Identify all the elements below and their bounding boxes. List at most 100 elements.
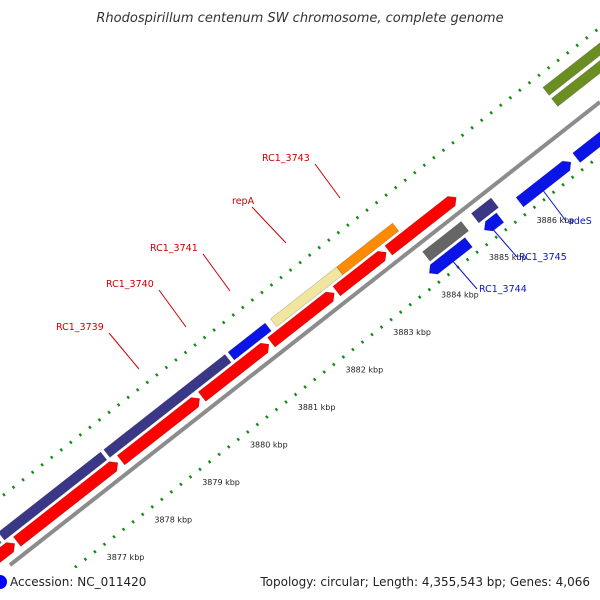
inner-tick [513, 220, 518, 225]
gene-feature[interactable] [336, 222, 400, 276]
inner-tick [293, 392, 298, 397]
inner-tick [303, 385, 307, 389]
tick-label: 3885 kbp [489, 253, 527, 262]
gene-feature[interactable] [470, 197, 499, 224]
accession-dot [0, 575, 7, 589]
gene-label-ades[interactable]: adeS [568, 216, 592, 227]
gene-label-rc1-3740[interactable]: RC1_3740 [106, 279, 154, 290]
gene-feature[interactable] [0, 542, 16, 577]
gene-feature[interactable] [515, 160, 572, 208]
gene-label-rc1-3739[interactable]: RC1_3739 [56, 322, 104, 333]
inner-tick [570, 175, 575, 180]
inner-tick [446, 272, 451, 277]
outer-tick [384, 193, 388, 198]
inner-tick [150, 504, 155, 509]
outer-tick [288, 268, 293, 272]
outer-tick [298, 260, 302, 265]
label-leader-line [158, 289, 187, 328]
outer-tick [269, 283, 274, 287]
outer-tick [21, 477, 25, 482]
outer-tick [575, 43, 579, 48]
outer-tick [365, 208, 369, 213]
tick-label: 3886 kbp [537, 216, 575, 225]
label-leader-line [314, 163, 341, 199]
outer-tick [565, 50, 570, 55]
inner-tick [389, 317, 393, 322]
outer-tick [231, 313, 236, 317]
inner-tick [494, 235, 498, 240]
inner-tick [265, 415, 269, 419]
outer-tick [518, 88, 522, 93]
gene-feature[interactable] [422, 221, 469, 262]
gene-labels: RC1_3739 RC1_3740 RC1_3741 repA RC1_3743 RC1_… [56, 153, 592, 370]
gene-feature[interactable] [384, 196, 457, 256]
accession-label: Accession: NC_011420 [10, 575, 146, 589]
gene-feature[interactable] [551, 45, 600, 107]
inner-tick [83, 557, 88, 562]
inner-tick [179, 482, 183, 487]
outer-tick [393, 185, 398, 190]
inner-tick [255, 422, 260, 427]
inner-tick [112, 534, 116, 539]
inner-tick [475, 250, 479, 255]
gene-label-rc1-3743[interactable]: RC1_3743 [262, 153, 310, 164]
outer-tick [584, 36, 589, 40]
gene-label-rc1-3744[interactable]: RC1_3744 [479, 284, 527, 295]
inner-tick [551, 190, 556, 195]
label-leader-line [489, 225, 518, 258]
inner-tick [169, 490, 174, 494]
inner-tick [131, 519, 135, 524]
gene-feature[interactable] [197, 342, 270, 402]
inner-tick [427, 287, 432, 292]
gene-feature[interactable] [227, 322, 272, 361]
outer-tick [460, 133, 465, 138]
summary-label: Topology: circular; Length: 4,355,543 bp… [259, 575, 590, 589]
inner-tick [417, 295, 422, 299]
outer-tick [11, 485, 16, 490]
outer-tick [498, 103, 503, 108]
gene-feature[interactable] [0, 535, 2, 566]
gene-feature[interactable] [572, 127, 600, 163]
gene-feature[interactable] [332, 250, 387, 297]
gene-feature[interactable] [542, 34, 600, 96]
inner-tick [102, 542, 107, 547]
gene-feature[interactable] [267, 291, 335, 348]
gene-feature[interactable] [0, 451, 108, 541]
outer-tick [451, 140, 455, 145]
outer-tick [336, 230, 341, 235]
inner-tick [341, 355, 346, 359]
outer-tick [174, 358, 178, 362]
inner-tick [236, 437, 241, 442]
gene-feature[interactable] [428, 237, 473, 275]
inner-tick [331, 362, 336, 367]
gene-label-repa[interactable]: repA [232, 196, 255, 207]
inner-tick [188, 475, 193, 479]
gene-feature[interactable] [116, 397, 201, 466]
footer-bar [0, 568, 600, 600]
outer-tick [412, 170, 417, 175]
outer-tick [374, 200, 379, 205]
outer-tick [155, 373, 159, 377]
outer-tick [116, 403, 121, 407]
gene-feature[interactable] [103, 354, 232, 458]
tick-label: 3880 kbp [250, 440, 288, 449]
gene-feature[interactable] [484, 212, 505, 232]
outer-tick [97, 418, 102, 422]
label-leader-line [202, 253, 231, 292]
tick-label: 3882 kbp [346, 366, 384, 375]
gene-label-rc1-3741[interactable]: RC1_3741 [150, 243, 198, 254]
inner-tick [217, 452, 221, 457]
inner-tick [589, 160, 594, 165]
inner-tick [93, 549, 97, 554]
gene-label-rc1-3745[interactable]: RC1_3745 [519, 252, 567, 263]
outer-tick [355, 215, 360, 220]
tick-label: 3884 kbp [441, 291, 479, 300]
gene-feature[interactable] [12, 461, 119, 547]
outer-tick [594, 28, 599, 33]
tick-label: 3877 kbp [107, 553, 145, 562]
outer-tick [183, 350, 188, 355]
outer-tick [403, 178, 408, 183]
outer-tick [88, 425, 92, 430]
